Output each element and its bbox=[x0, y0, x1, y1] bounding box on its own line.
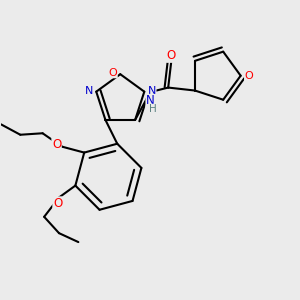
Text: O: O bbox=[244, 71, 253, 81]
Text: O: O bbox=[167, 49, 176, 62]
Text: O: O bbox=[52, 138, 61, 151]
Text: O: O bbox=[53, 197, 62, 210]
Text: N: N bbox=[85, 86, 93, 96]
Text: O: O bbox=[109, 68, 117, 78]
Text: N: N bbox=[148, 86, 156, 96]
Text: N: N bbox=[146, 94, 155, 107]
Text: H: H bbox=[149, 104, 157, 114]
